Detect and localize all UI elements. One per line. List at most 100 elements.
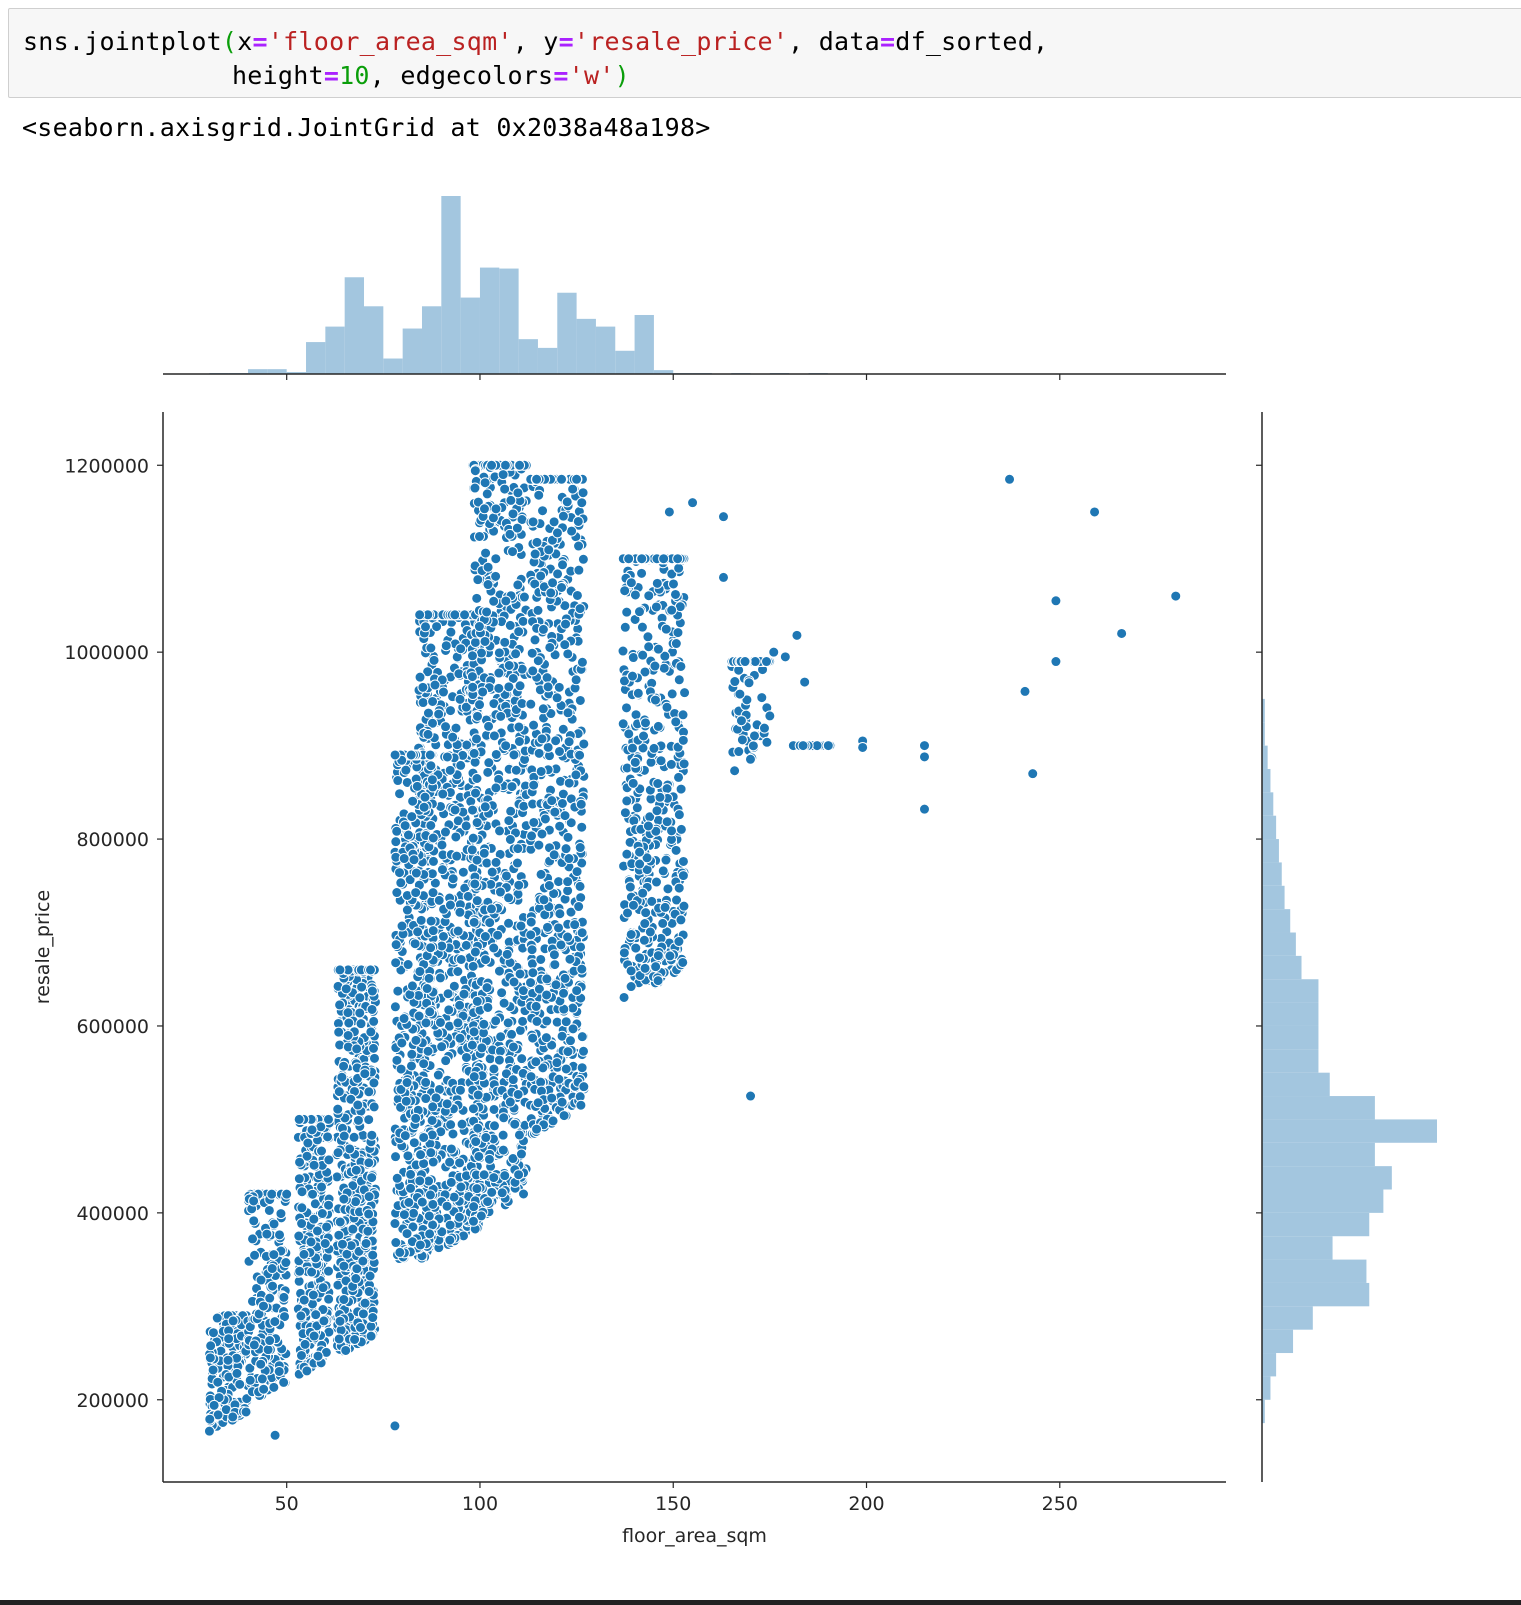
scatter-point [553,876,565,888]
scatter-point [637,887,649,899]
code-comma: , [369,61,401,90]
scatter-point [275,1208,287,1220]
scatter-point [355,1018,367,1030]
scatter-point [576,821,588,833]
scatter-point [440,1055,452,1067]
scatter-point [560,618,572,630]
scatter-point [652,975,664,987]
scatter-point [561,496,573,508]
scatter-point [467,832,479,844]
code-line-2: height=10, edgecolors='w') [232,61,630,90]
code-function: sns.jointplot [23,27,222,56]
scatter-point [366,1003,378,1015]
scatter-point [258,1383,270,1395]
scatter-point [406,980,418,992]
scatter-point [455,643,467,655]
scatter-point [562,707,574,719]
scatter-point [427,832,439,844]
scatter-point [484,917,496,929]
scatter-point [306,1124,318,1136]
code-cell[interactable]: sns.jointplot(x='floor_area_sqm', y='res… [8,8,1521,98]
x-hist-bar [537,347,558,374]
scatter-point [511,522,523,534]
scatter-point [267,1280,279,1292]
scatter-point [307,1289,319,1301]
scatter-point [547,577,559,589]
x-hist-bar [402,328,422,374]
y-hist-bar [1262,1329,1294,1354]
scatter-point [402,829,414,841]
y-hist-bar [1262,885,1285,910]
scatter-point [244,1374,256,1386]
scatter-point [551,1016,563,1028]
scatter-point [211,1312,223,1324]
scatter-point [669,588,681,600]
scatter-point [506,1028,518,1040]
scatter-point [504,619,516,631]
scatter-point [557,510,569,522]
scatter-point [468,747,480,759]
scatter-point [444,1156,456,1168]
scatter-point [537,505,549,517]
scatter-point [424,1006,436,1018]
scatter-point [526,647,538,659]
scatter-point [409,938,421,950]
scatter-point [537,623,549,635]
scatter-point [488,942,500,954]
scatter-point [467,1215,479,1227]
scatter-point [667,578,679,590]
scatter-point [677,956,689,968]
scatter-point [617,718,629,730]
scatter-point [298,1248,310,1260]
scatter-point [649,694,661,706]
scatter-point [483,1153,495,1165]
scatter-point [469,946,481,958]
scatter-point [338,1193,350,1205]
scatter-point [493,682,505,694]
scatter-point [364,1270,376,1282]
scatter-point [481,488,493,500]
scatter-point [531,536,543,548]
scatter-point [634,846,646,858]
scatter-point [560,1063,572,1075]
scatter-point [390,939,402,951]
y-hist-bar [1262,979,1319,1003]
scatter-point [294,1156,306,1168]
scatter-point [461,739,473,751]
scatter-point [571,589,583,601]
scatter-point [575,1099,587,1111]
scatter-point [234,1378,246,1390]
scatter-point [364,964,376,976]
scatter-point [368,1077,380,1089]
scatter-point [223,1333,235,1345]
scatter-point [396,920,408,932]
scatter-point [729,765,741,777]
scatter-point [507,508,519,520]
scatter-point [278,1291,290,1303]
scatter-point [481,606,493,618]
scatter-point [574,603,586,615]
scatter-point [624,881,636,893]
scatter-point [359,1068,371,1080]
scatter-point [541,672,553,684]
scatter-point [571,866,583,878]
scatter-point [336,1238,348,1250]
scatter-point [447,731,459,743]
scatter-point [513,1129,525,1141]
scatter-point [261,1228,273,1240]
scatter-point [562,885,574,897]
x-hist-bar [364,306,384,374]
scatter-point [363,1191,375,1203]
scatter-point [359,1297,371,1309]
scatter-point [399,1130,411,1142]
scatter-point [367,1042,379,1054]
scatter-point [513,879,525,891]
scatter-point [445,1143,457,1155]
y-hist-bar [1262,768,1271,793]
scatter-point [264,1335,276,1347]
y-hist-bar [1262,1306,1313,1330]
scatter-point [334,1216,346,1228]
scatter-point [443,1004,455,1016]
scatter-point [293,1173,305,1185]
scatter-point [507,1074,519,1086]
